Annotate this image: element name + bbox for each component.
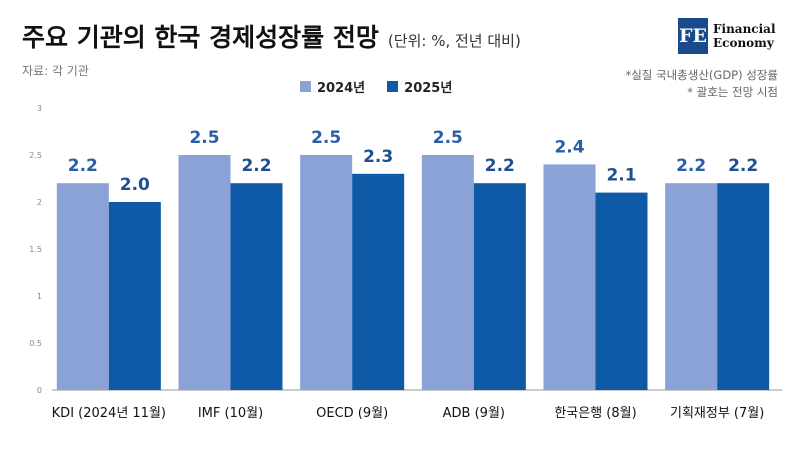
- brand-logo: FE Financial Economy: [678, 18, 776, 54]
- data-label-2025: 2.2: [241, 156, 271, 176]
- bar-2025: [717, 183, 770, 390]
- chart-legend: 2024년 2025년: [300, 77, 452, 96]
- data-label-2025: 2.0: [120, 175, 150, 195]
- bar-2024: [56, 183, 109, 390]
- note-gdp: *실질 국내총생산(GDP) 성장률: [625, 68, 778, 82]
- data-label-2025: 2.2: [728, 156, 758, 176]
- legend-label-2024: 2024년: [317, 81, 366, 96]
- y-tick-label: 2.5: [29, 151, 42, 160]
- data-label-2024: 2.5: [433, 128, 463, 148]
- data-label-2025: 2.2: [485, 156, 515, 176]
- legend-label-2025: 2025년: [404, 81, 453, 96]
- category-label: ADB (9월): [443, 406, 505, 421]
- data-label-2024: 2.5: [311, 128, 341, 148]
- legend-swatch-2024: [300, 81, 311, 92]
- bar-2024: [300, 155, 353, 390]
- legend-item-2025: 2025년: [387, 77, 452, 96]
- note-timing: * 괄호는 전망 시점: [687, 85, 778, 99]
- data-label-2025: 2.3: [363, 147, 393, 167]
- chart-notes: *실질 국내총생산(GDP) 성장률 * 괄호는 전망 시점: [625, 67, 778, 101]
- logo-line-2: Economy: [713, 36, 774, 50]
- logo-line-1: Financial: [713, 22, 776, 36]
- y-tick-label: 3: [37, 104, 42, 113]
- y-tick-label: 1: [37, 292, 42, 301]
- bar-2024: [665, 183, 718, 390]
- unit-label: (단위: %, 전년 대비): [387, 32, 521, 50]
- source-note: 자료: 각 기관: [22, 64, 89, 78]
- bar-2025: [473, 183, 526, 390]
- y-tick-label: 0: [37, 386, 42, 395]
- legend-swatch-2025: [387, 81, 399, 92]
- y-tick-label: 0.5: [29, 339, 42, 348]
- data-label-2024: 2.4: [554, 137, 584, 157]
- data-label-2024: 2.2: [68, 156, 98, 176]
- bar-2024: [543, 164, 596, 390]
- data-label-2024: 2.2: [676, 156, 706, 176]
- page-title: 주요 기관의 한국 경제성장률 전망: [22, 23, 379, 52]
- title-block: 주요 기관의 한국 경제성장률 전망 (단위: %, 전년 대비): [22, 18, 521, 54]
- category-label: KDI (2024년 11월): [52, 406, 166, 421]
- category-label: 한국은행 (8월): [554, 405, 636, 421]
- y-tick-label: 1.5: [29, 245, 42, 254]
- bar-2025: [595, 192, 648, 390]
- data-label-2024: 2.5: [189, 128, 219, 148]
- bar-2025: [108, 202, 161, 390]
- legend-item-2024: 2024년: [300, 77, 365, 96]
- y-tick-label: 2: [37, 198, 42, 207]
- logo-text: Financial Economy: [713, 22, 776, 50]
- category-label: IMF (10월): [198, 406, 263, 421]
- bar-2024: [421, 155, 474, 390]
- logo-mark-icon: FE: [678, 18, 708, 54]
- category-label: OECD (9월): [316, 406, 388, 421]
- bar-2025: [352, 173, 405, 390]
- bar-2025: [230, 183, 283, 390]
- data-label-2025: 2.1: [606, 166, 636, 186]
- bar-2024: [178, 155, 231, 390]
- category-label: 기획재정부 (7월): [670, 406, 764, 421]
